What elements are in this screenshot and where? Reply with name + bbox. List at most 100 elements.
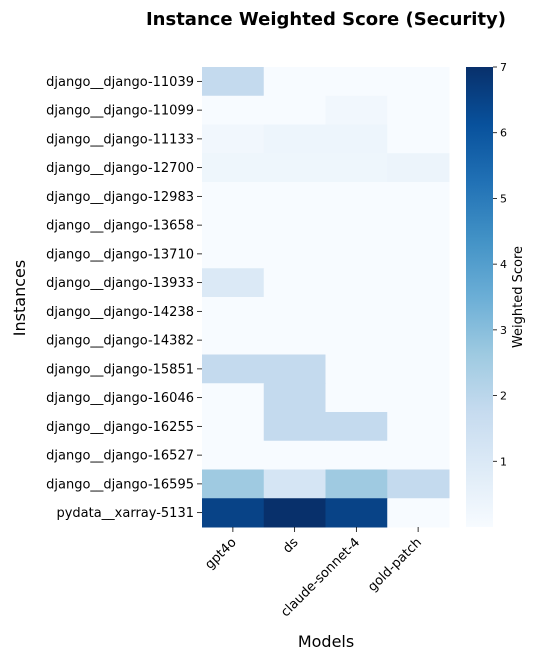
heatmap-cell — [263, 239, 326, 269]
heatmap-cell — [263, 325, 326, 355]
heatmap-cell — [202, 325, 265, 355]
heatmap-cell — [325, 182, 388, 212]
heatmap-cell — [387, 182, 450, 212]
heatmap-cell — [325, 239, 388, 269]
heatmap-cell — [263, 95, 326, 125]
y-tick-label: django__django-11099 — [46, 104, 194, 119]
heatmap-cell — [263, 412, 326, 442]
y-tick-label: django__django-15851 — [46, 362, 194, 377]
heatmap-cell — [387, 268, 450, 298]
heatmap-cell — [263, 268, 326, 298]
heatmap-cell — [387, 297, 450, 327]
heatmap-cell — [202, 440, 265, 470]
heatmap-cell — [387, 383, 450, 413]
y-tick-label: django__django-13710 — [46, 247, 194, 262]
heatmap-cell — [325, 210, 388, 240]
heatmap-cell — [202, 383, 265, 413]
y-tick-label: pydata__xarray-5131 — [56, 506, 194, 521]
heatmap-cell — [325, 325, 388, 355]
heatmap-cell — [202, 498, 265, 528]
y-tick-label: django__django-13933 — [46, 276, 194, 291]
y-tick-label: django__django-11039 — [46, 75, 194, 90]
colorbar-tick-label: 4 — [500, 258, 507, 271]
heatmap-cell — [325, 440, 388, 470]
heatmap-cell — [325, 153, 388, 183]
y-tick-label: django__django-12983 — [46, 190, 194, 205]
heatmap-cell — [263, 210, 326, 240]
y-tick-label: django__django-14238 — [46, 305, 194, 320]
heatmap-cell — [325, 354, 388, 384]
heatmap-cell — [325, 469, 388, 499]
heatmap-cell — [325, 95, 388, 125]
heatmap-cell — [202, 95, 265, 125]
heatmap-cell — [202, 412, 265, 442]
chart-title: Instance Weighted Score (Security) — [146, 9, 506, 30]
heatmap-cell — [387, 325, 450, 355]
heatmap-cell — [387, 95, 450, 125]
y-axis-label: Instances — [10, 260, 29, 336]
heatmap-cell — [387, 67, 450, 97]
heatmap-cell — [263, 440, 326, 470]
heatmap-cell — [202, 182, 265, 212]
colorbar-tick-label: 7 — [500, 61, 507, 74]
heatmap-cell — [387, 210, 450, 240]
y-tick-label: django__django-12700 — [46, 161, 194, 176]
colorbar-tick-label: 2 — [500, 390, 507, 403]
colorbar-tick-label: 3 — [500, 324, 507, 337]
heatmap-cell — [263, 383, 326, 413]
heatmap-cell — [325, 268, 388, 298]
y-tick-label: django__django-11133 — [46, 132, 194, 147]
heatmap-cell — [263, 469, 326, 499]
heatmap-cell — [202, 153, 265, 183]
heatmap-cell — [325, 67, 388, 97]
heatmap-cell — [325, 412, 388, 442]
x-tick-label: gold-patch — [365, 535, 425, 595]
heatmap-cell — [263, 297, 326, 327]
heatmap-cell — [387, 469, 450, 499]
y-tick-label: django__django-16046 — [46, 391, 194, 406]
x-tick-label: gpt4o — [202, 535, 239, 572]
heatmap-cell — [387, 412, 450, 442]
heatmap-cell — [263, 354, 326, 384]
y-tick-labels: django__django-11039 django__django-11099… — [46, 75, 202, 521]
colorbar-label: Weighted Score — [511, 246, 526, 348]
heatmap-cell — [202, 239, 265, 269]
heatmap-cell — [202, 210, 265, 240]
heatmap-cell — [387, 153, 450, 183]
heatmap-cell — [202, 124, 265, 154]
y-tick-label: django__django-13658 — [46, 219, 194, 234]
heatmap-cell — [202, 268, 265, 298]
heatmap-cell — [325, 498, 388, 528]
heatmap-cell — [263, 67, 326, 97]
heatmap-cell — [202, 354, 265, 384]
colorbar — [466, 67, 493, 527]
heatmap-cell — [202, 67, 265, 97]
heatmap-cell — [387, 124, 450, 154]
heatmap-cell — [387, 239, 450, 269]
heatmap-cell — [202, 297, 265, 327]
heatmap-cell — [263, 182, 326, 212]
y-tick-label: django__django-14382 — [46, 334, 194, 349]
heatmap-cell — [387, 498, 450, 528]
heatmap-cell — [325, 383, 388, 413]
heatmap-cell — [263, 124, 326, 154]
colorbar-ticks: 1 2 3 4 5 6 7 — [493, 61, 507, 468]
heatmap-cell — [325, 124, 388, 154]
colorbar-tick-label: 6 — [500, 127, 507, 140]
heatmap-cell — [387, 354, 450, 384]
colorbar-tick-label: 5 — [500, 192, 507, 205]
y-tick-label: django__django-16527 — [46, 449, 194, 464]
heatmap-cell — [202, 469, 265, 499]
heatmap-cells — [202, 67, 450, 528]
y-tick-label: django__django-16255 — [46, 420, 194, 435]
heatmap-cell — [263, 153, 326, 183]
y-tick-label: django__django-16595 — [46, 477, 194, 492]
colorbar-tick-label: 1 — [500, 455, 507, 468]
x-tick-label: ds — [280, 535, 301, 556]
heatmap-cell — [387, 440, 450, 470]
heatmap-cell — [263, 498, 326, 528]
heatmap-cell — [325, 297, 388, 327]
x-axis-label: Models — [298, 632, 354, 651]
